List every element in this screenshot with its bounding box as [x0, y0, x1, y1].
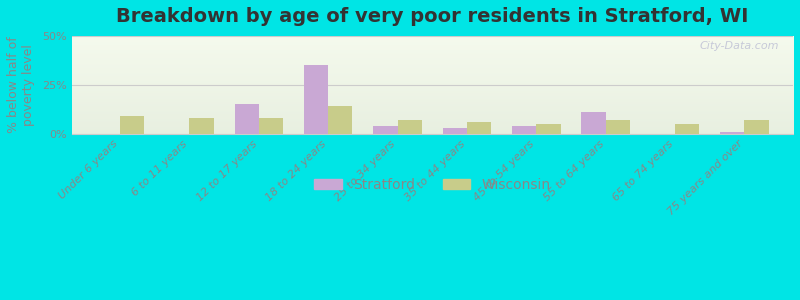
Bar: [536, 124, 561, 134]
Bar: [442, 128, 467, 134]
Legend: Stratford, Wisconsin: Stratford, Wisconsin: [308, 172, 556, 197]
Bar: [304, 65, 328, 134]
Bar: [328, 106, 353, 134]
Bar: [720, 132, 745, 134]
Y-axis label: % below half of
poverty level: % below half of poverty level: [7, 36, 35, 133]
Title: Breakdown by age of very poor residents in Stratford, WI: Breakdown by age of very poor residents …: [116, 7, 749, 26]
Bar: [234, 104, 259, 134]
Bar: [398, 120, 422, 134]
Bar: [582, 112, 606, 134]
Bar: [259, 118, 283, 134]
Bar: [190, 118, 214, 134]
Bar: [675, 124, 699, 134]
Text: City-Data.com: City-Data.com: [699, 41, 778, 51]
Bar: [512, 126, 536, 134]
Bar: [606, 120, 630, 134]
Bar: [120, 116, 144, 134]
Bar: [745, 120, 769, 134]
Bar: [374, 126, 398, 134]
Bar: [467, 122, 491, 134]
